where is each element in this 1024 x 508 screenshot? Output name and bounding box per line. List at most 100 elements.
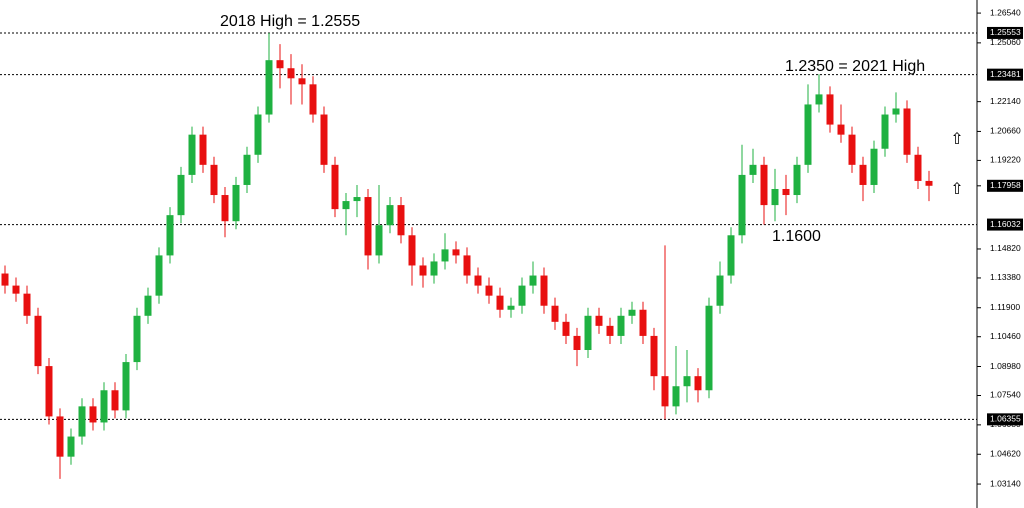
level-label-box: [987, 413, 1023, 426]
candle-body: [298, 78, 306, 85]
candle-body: [232, 184, 240, 222]
candle-body: [144, 295, 152, 316]
y-tick-label: 1.03140: [990, 478, 1021, 488]
candle-body: [881, 114, 889, 149]
y-tick-label: 1.22140: [990, 96, 1021, 106]
candle-body: [166, 215, 174, 256]
candle-body: [628, 309, 636, 316]
level-label: 1.23481: [990, 69, 1021, 79]
candle-body: [89, 406, 97, 423]
candle-body: [617, 315, 625, 336]
candle-body: [672, 386, 680, 407]
annotation: 1.1600: [772, 228, 821, 245]
candle-body: [23, 293, 31, 316]
level-label: 1.06355: [990, 414, 1021, 424]
candle-body: [859, 164, 867, 185]
candle-body: [848, 134, 856, 165]
level-label-box: [987, 26, 1023, 39]
candle-body: [254, 114, 262, 155]
candle-body: [683, 376, 691, 387]
candle-body: [507, 305, 515, 310]
arrow-icon: ⇧: [950, 131, 963, 148]
level-label: 1.16032: [990, 219, 1021, 229]
candle-body: [155, 255, 163, 296]
candle-body: [892, 108, 900, 115]
candle-body: [133, 315, 141, 363]
candle-body: [529, 275, 537, 286]
candle-body: [243, 154, 251, 185]
y-tick-label: 1.20660: [990, 126, 1021, 136]
y-tick-label: 1.25060: [990, 37, 1021, 47]
candle-body: [562, 321, 570, 336]
candle-body: [771, 188, 779, 206]
y-tick-label: 1.11900: [990, 302, 1020, 312]
candle-body: [342, 201, 350, 210]
candle-body: [661, 376, 669, 407]
price-label-box: [987, 179, 1023, 192]
candle-body: [320, 114, 328, 165]
level-label-box: [987, 68, 1023, 81]
candle-body: [914, 154, 922, 181]
candle-body: [221, 195, 229, 222]
candle-body: [199, 134, 207, 165]
y-tick-label: 1.08980: [990, 361, 1021, 371]
candle-body: [826, 94, 834, 125]
arrow-icon: ⇧: [950, 181, 963, 198]
candle-body: [276, 60, 284, 69]
candle-body: [78, 406, 86, 437]
candle-body: [551, 305, 559, 322]
candle-body: [111, 390, 119, 411]
annotation: 1.2350 = 2021 High: [785, 58, 925, 75]
candle-body: [496, 295, 504, 310]
candle-body: [441, 249, 449, 262]
candle-body: [375, 225, 383, 256]
candle-body: [188, 134, 196, 175]
candle-body: [716, 275, 724, 306]
candle-body: [386, 205, 394, 226]
candle-body: [870, 148, 878, 185]
y-tick-label: 1.13380: [990, 272, 1021, 282]
candle-body: [1, 273, 9, 286]
candle-body: [727, 235, 735, 276]
annotation: 2018 High = 1.2555: [220, 13, 360, 30]
y-tick-label: 1.14820: [990, 243, 1021, 253]
candle-body: [452, 249, 460, 256]
candle-body: [815, 94, 823, 105]
y-tick-label: 1.19220: [990, 155, 1021, 165]
candle-body: [738, 174, 746, 236]
candle-body: [397, 205, 405, 236]
candle-body: [265, 60, 273, 115]
level-label: 1.25553: [990, 27, 1021, 37]
candle-body: [518, 285, 526, 306]
candle-body: [210, 164, 218, 196]
candle-body: [408, 235, 416, 266]
candle-body: [749, 164, 757, 175]
candle-body: [309, 84, 317, 115]
candle-body: [34, 315, 42, 367]
candle-body: [584, 315, 592, 351]
candle-body: [925, 180, 933, 186]
candle-body: [639, 309, 647, 336]
candle-body: [45, 366, 53, 417]
candle-body: [100, 390, 108, 423]
candle-body: [177, 174, 185, 216]
candle-body: [782, 188, 790, 196]
candle-body: [650, 335, 658, 377]
candle-body: [760, 164, 768, 206]
candle-body: [705, 305, 713, 391]
candle-body: [287, 68, 295, 79]
candle-body: [353, 197, 361, 202]
candle-body: [606, 325, 614, 336]
candle-body: [56, 416, 64, 457]
y-tick-label: 1.10460: [990, 331, 1021, 341]
candle-body: [419, 265, 427, 276]
candle-body: [694, 376, 702, 391]
candle-body: [331, 164, 339, 210]
candle-body: [12, 285, 20, 294]
candle-body: [364, 197, 372, 256]
candle-body: [573, 335, 581, 351]
candle-body: [804, 104, 812, 165]
candle-body: [67, 436, 75, 457]
